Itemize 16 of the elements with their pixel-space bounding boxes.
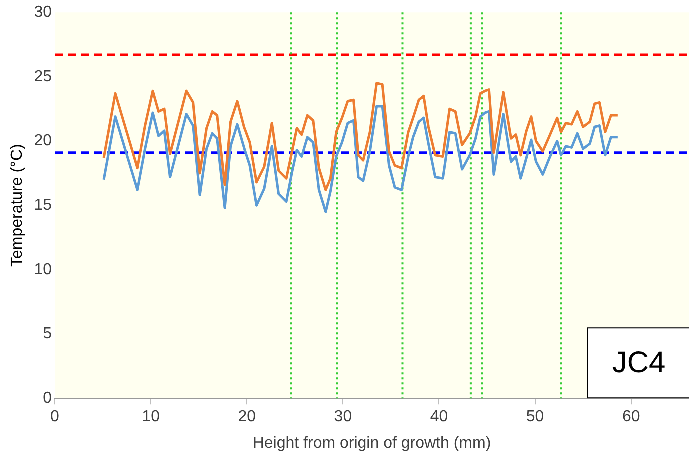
x-tick-label: 10 xyxy=(142,408,160,426)
x-tick-label: 40 xyxy=(430,408,448,426)
x-tick-label: 50 xyxy=(526,408,544,426)
y-tick-label: 0 xyxy=(43,390,52,408)
y-tick-label: 25 xyxy=(34,68,52,86)
y-tick-label: 10 xyxy=(34,261,52,278)
y-tick-label: 15 xyxy=(34,197,52,214)
y-tick-label: 5 xyxy=(43,326,52,343)
y-tick-label: 30 xyxy=(34,4,52,22)
y-axis-title: Temperature (°C) xyxy=(9,144,26,268)
x-tick-label: 20 xyxy=(238,408,256,426)
x-tick-label: 30 xyxy=(334,408,352,426)
annotation: JC4 xyxy=(612,346,666,380)
x-tick-label: 60 xyxy=(622,408,640,426)
x-axis-title: Height from origin of growth (mm) xyxy=(252,434,492,452)
y-tick-label: 20 xyxy=(34,132,52,150)
